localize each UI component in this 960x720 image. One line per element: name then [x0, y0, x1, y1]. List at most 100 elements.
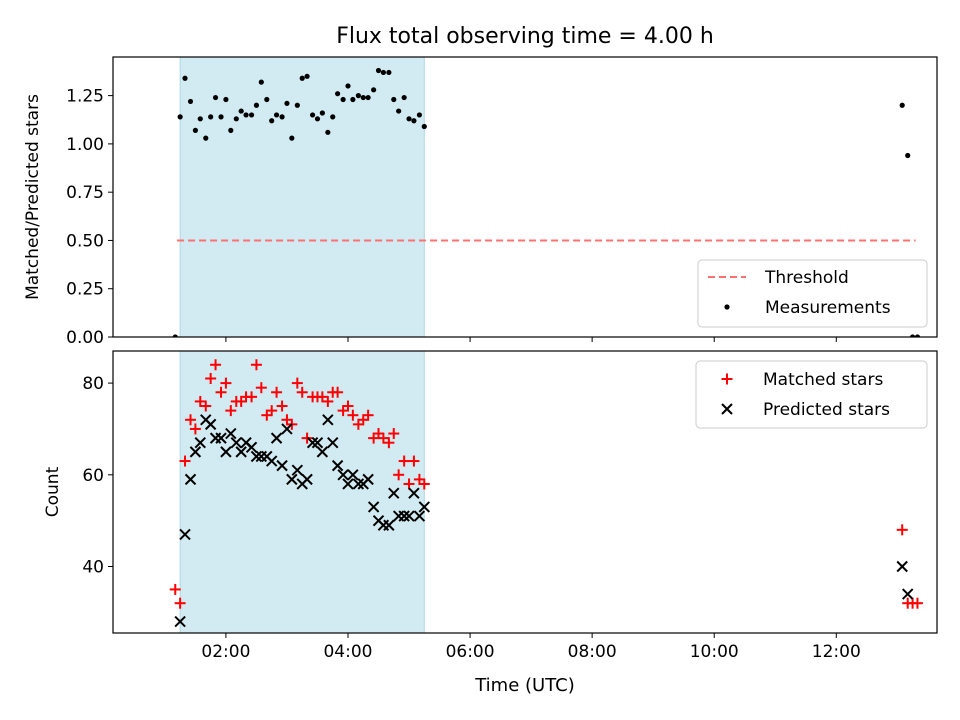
matched-star-point	[210, 359, 222, 371]
measurement-point	[396, 108, 402, 114]
predicted-star-point	[215, 432, 227, 444]
predicted-star-point	[337, 469, 349, 481]
y-tick-label: 0.75	[66, 183, 104, 203]
legend-threshold-label: Threshold	[764, 268, 849, 288]
matched-star-point	[393, 469, 405, 481]
matched-star-point	[388, 428, 400, 440]
measurement-point	[218, 114, 224, 120]
matched-star-point	[271, 386, 283, 398]
count-panel: 40 60 80 02:00 04:00 06:00 08:00 10:00 12:00 Coun…	[43, 350, 938, 662]
matched-star-point	[296, 386, 308, 398]
predicted-star-point	[418, 501, 430, 513]
measurement-point	[345, 83, 351, 89]
predicted-star-point	[194, 437, 206, 449]
matched-star-point	[200, 400, 212, 412]
y-axis-label: Matched/Predicted stars	[23, 94, 43, 300]
predicted-star-point	[189, 446, 202, 458]
predicted-star-point	[174, 615, 186, 628]
matched-star-point	[246, 391, 258, 403]
measurement-point	[248, 112, 255, 118]
predicted-star-point	[235, 446, 247, 458]
measurement-point	[360, 94, 366, 101]
matched-star-point	[205, 373, 217, 385]
measurement-point	[243, 112, 249, 118]
matched-star-point	[250, 359, 262, 371]
measurement-point	[899, 102, 905, 108]
measurement-point	[411, 118, 417, 124]
matched-star-point	[174, 597, 186, 609]
measurement-point	[355, 93, 361, 99]
predicted-star-point	[204, 418, 217, 431]
predicted-star-point	[220, 446, 232, 458]
matched-star-point	[403, 478, 415, 490]
predicted-star-point	[250, 450, 263, 463]
predicted-star-point	[245, 441, 258, 453]
y-tick-label: 0.25	[66, 280, 104, 300]
legend-box	[695, 360, 928, 429]
y-tick-label: 60	[82, 466, 104, 486]
predicted-star-point	[388, 487, 400, 499]
matched-star-point	[255, 382, 267, 394]
y-axis-label: Count	[43, 466, 63, 517]
measurement-point	[319, 110, 325, 116]
predicted-star-point	[896, 560, 908, 573]
matched-star-point	[276, 400, 288, 412]
measurement-point	[253, 102, 260, 108]
predicted-star-point	[408, 487, 420, 499]
measurement-point	[208, 114, 214, 120]
predicted-star-point	[367, 501, 380, 513]
measurement-point	[309, 112, 316, 118]
predicted-star-point	[901, 588, 914, 600]
predicted-star-point	[291, 464, 304, 476]
legend-box	[697, 259, 928, 328]
y-tick-label: 0.50	[66, 231, 104, 251]
matched-star-point	[189, 423, 201, 435]
measurement-point	[314, 116, 321, 122]
legend-predicted-swatch	[721, 403, 733, 415]
predicted-star-point	[383, 519, 395, 531]
measurement-point	[258, 79, 264, 85]
predicted-star-point	[286, 473, 298, 486]
predicted-star-point	[306, 437, 319, 449]
predicted-star-point	[281, 423, 293, 435]
matched-star-point	[362, 409, 374, 421]
legend-matched-label: Matched stars	[763, 370, 883, 390]
matched-star-point	[291, 377, 303, 389]
measurement-point	[264, 96, 270, 103]
matched-star-point	[225, 405, 237, 417]
predicted-star-point	[347, 469, 359, 481]
matched-star-point	[185, 414, 197, 426]
measurement-point	[350, 96, 356, 103]
predicted-star-point	[362, 473, 374, 486]
predicted-star-point	[342, 478, 354, 490]
matched-star-point	[220, 377, 232, 389]
predicted-star-point	[352, 478, 365, 490]
matched-star-point	[418, 478, 430, 490]
matched-star-point	[408, 455, 420, 467]
predicted-star-point	[270, 432, 283, 444]
predicted-star-point	[301, 473, 313, 486]
measurement-point	[177, 114, 183, 120]
matched-star-point	[896, 524, 908, 536]
predicted-star-point	[230, 437, 243, 449]
ratio-panel: 0.00 0.25 0.50 0.75 1.00 1.25 Matched/Predicte…	[23, 56, 938, 348]
matched-star-point	[398, 455, 410, 467]
y-tick-label: 1.25	[66, 87, 104, 107]
legend-matched-swatch	[721, 373, 733, 385]
measurement-point	[223, 96, 229, 103]
predicted-star-point	[398, 510, 410, 522]
predicted-star-point	[322, 414, 334, 426]
matched-star-point	[383, 437, 395, 449]
predicted-star-point	[265, 455, 278, 467]
measurement-point	[187, 98, 194, 105]
predicted-star-point	[327, 437, 339, 449]
measurement-point	[273, 112, 280, 118]
measurement-point	[192, 127, 198, 133]
observing-span-shade	[179, 350, 425, 634]
measurement-point	[325, 129, 331, 135]
chart-title: Flux total observing time = 4.00 h	[336, 24, 714, 49]
matched-star-point	[301, 432, 313, 444]
measurement-point	[365, 94, 371, 101]
plot-area	[169, 359, 923, 628]
x-tick-label: 04:00	[323, 642, 372, 662]
